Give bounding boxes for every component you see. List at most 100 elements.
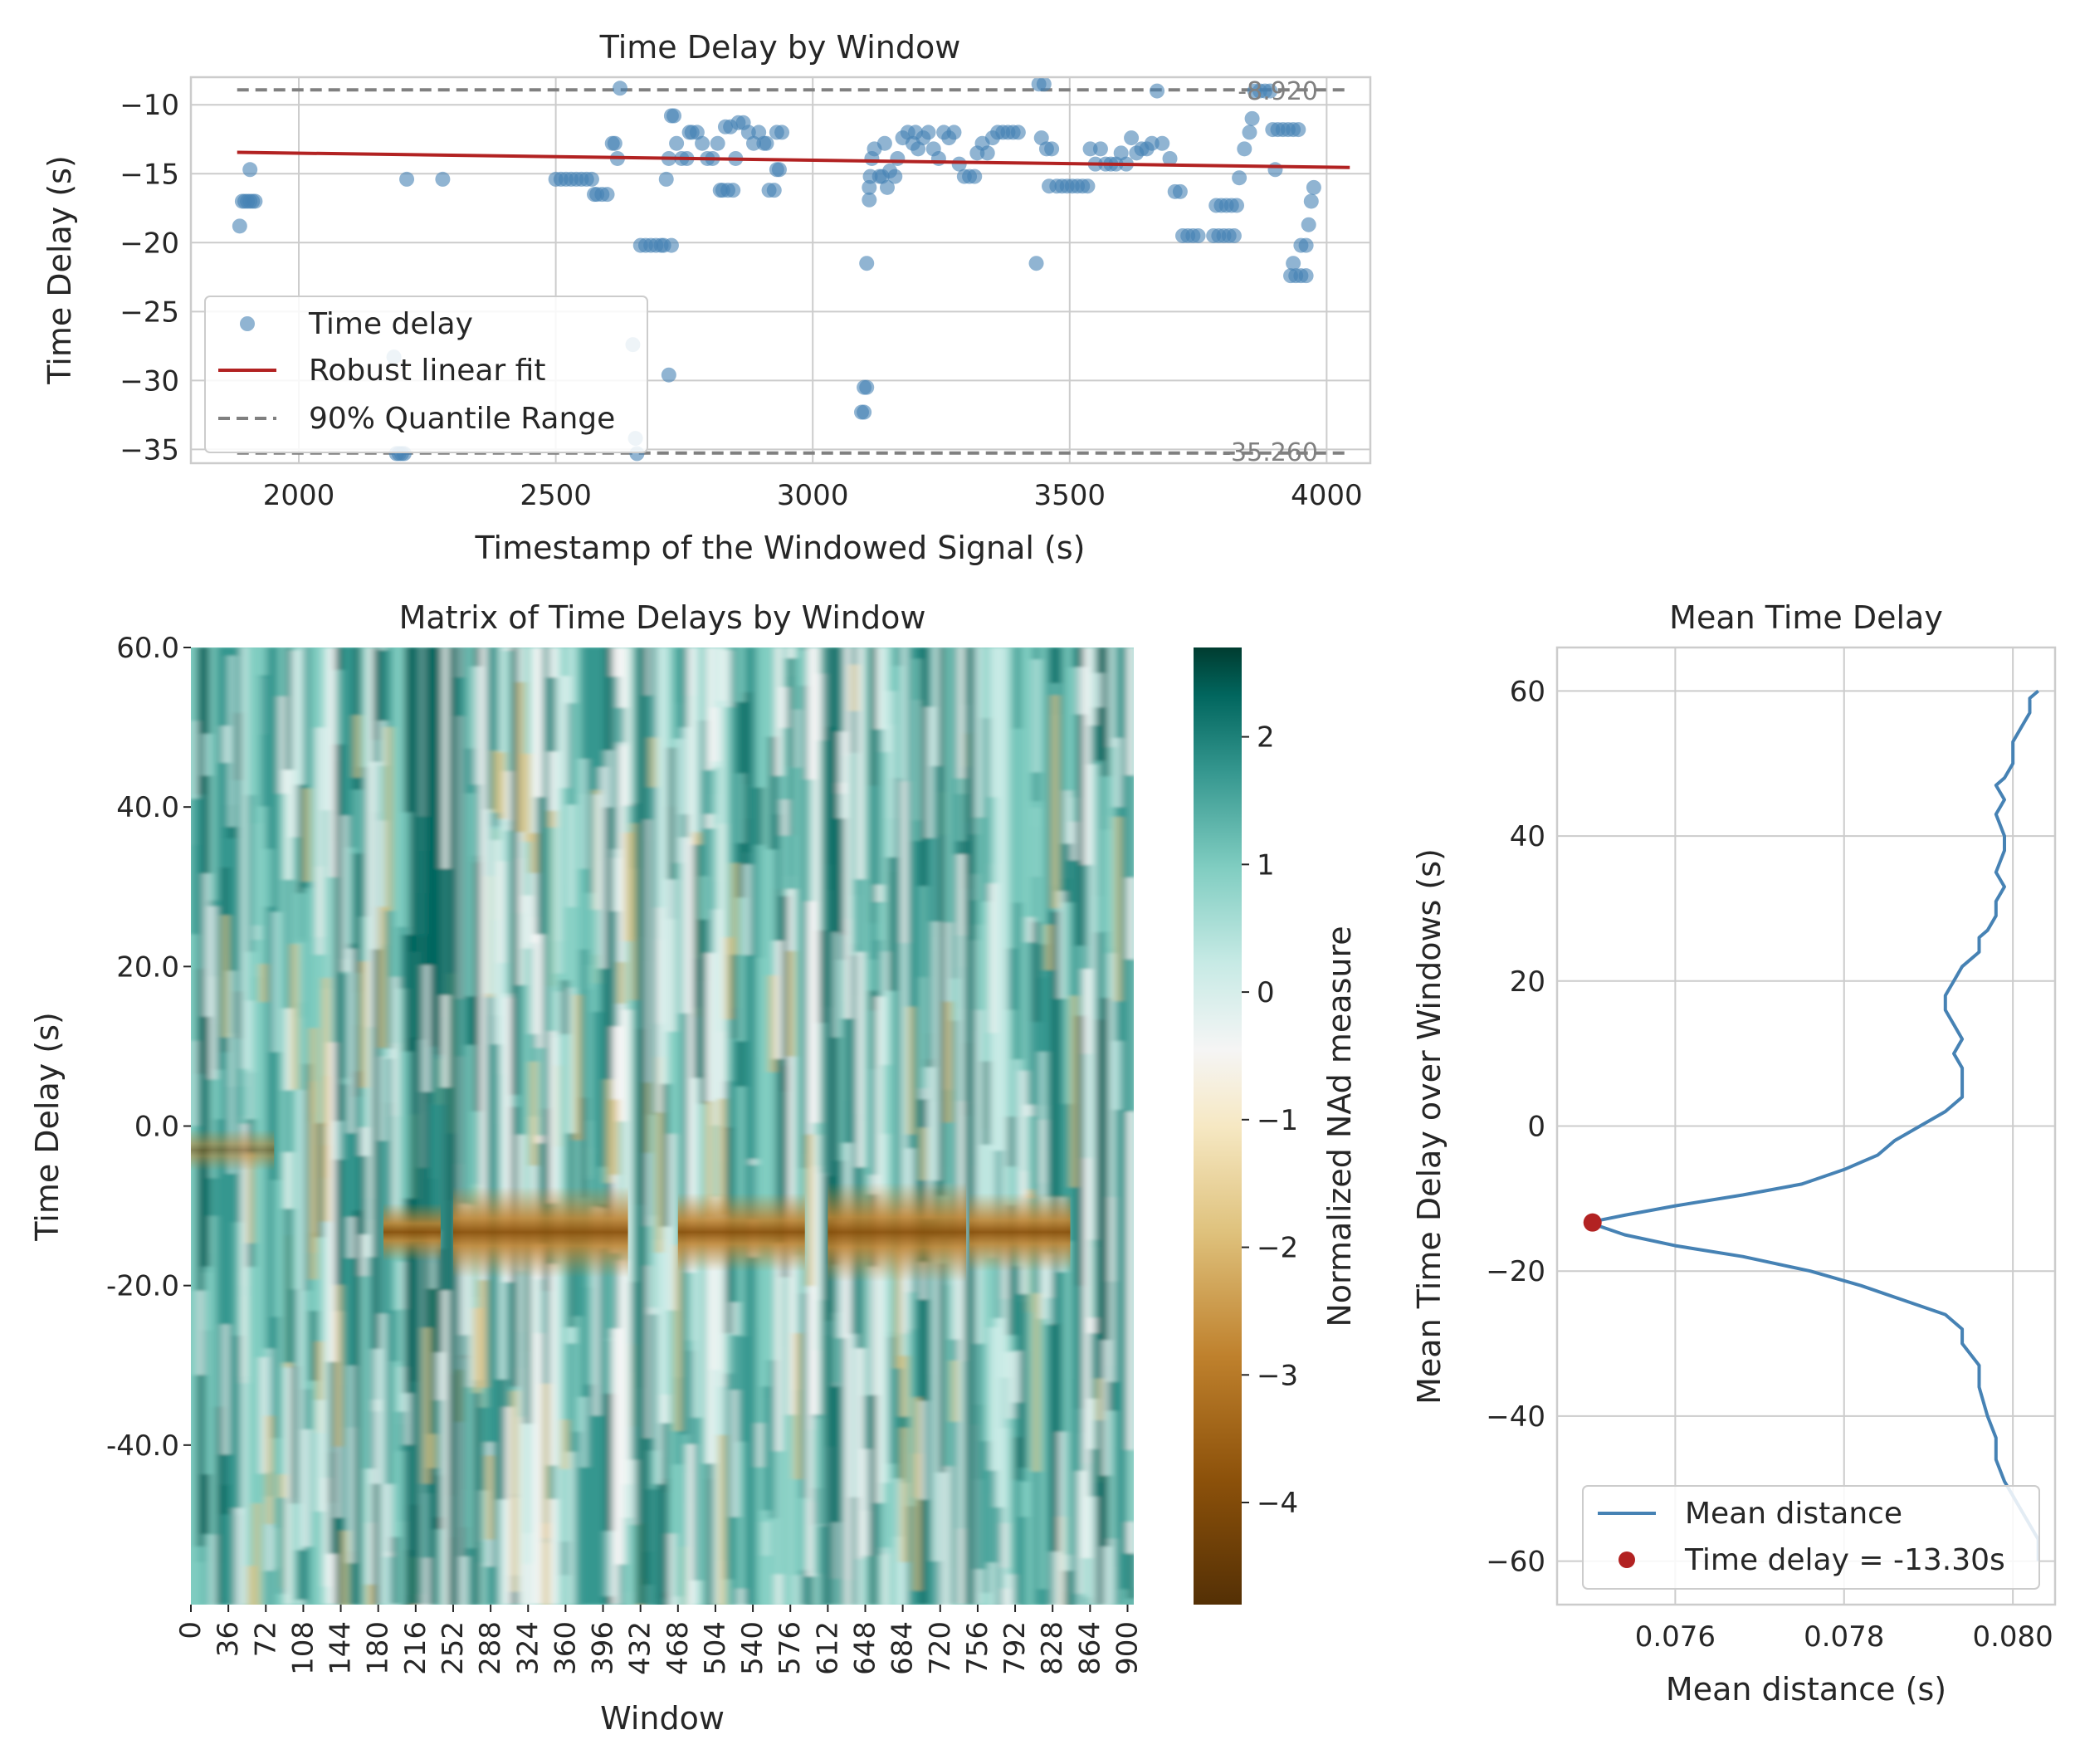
scatter-point xyxy=(710,135,725,151)
colorbar-gradient xyxy=(1194,647,1242,1605)
heatmap-ytick-label: 40.0 xyxy=(116,791,179,824)
heatmap-cell xyxy=(932,1194,940,1375)
heatmap-cell xyxy=(725,937,733,1019)
heatmap-cell xyxy=(222,1324,230,1485)
heatmap-cell xyxy=(882,752,890,952)
heatmap-cell xyxy=(844,1019,852,1143)
heatmap-cell xyxy=(895,1537,902,1605)
heatmap-cell xyxy=(618,1564,626,1605)
heatmap-cell xyxy=(323,810,330,990)
heatmap-cell xyxy=(348,948,355,1134)
heatmap-cell xyxy=(272,1180,281,1317)
heatmap-cell xyxy=(807,1429,814,1502)
heatmap-cell xyxy=(297,1550,305,1600)
heatmap-cell xyxy=(480,1280,487,1447)
mean-ytick-label: 60 xyxy=(1510,675,1545,708)
heatmap-column xyxy=(800,647,808,1605)
heatmap-cell xyxy=(1027,942,1034,1105)
scatter-point xyxy=(859,379,875,395)
heatmap-cell xyxy=(260,964,267,1003)
heatmap-column xyxy=(486,647,494,1605)
scatter-point xyxy=(1092,141,1108,157)
heatmap-cell xyxy=(995,902,1003,1088)
heatmap-cell xyxy=(907,1292,915,1507)
heatmap-cell xyxy=(404,812,413,936)
heatmap-cell xyxy=(744,1322,752,1430)
heatmap-cell xyxy=(1120,1408,1129,1539)
legend-robust-fit: Robust linear fit xyxy=(309,354,545,388)
heatmap-cell xyxy=(612,677,619,858)
heatmap-cell xyxy=(360,961,369,1088)
heatmap-cell xyxy=(838,960,846,1161)
heatmap-cell xyxy=(857,1498,865,1605)
heatmap-column xyxy=(1001,647,1009,1605)
heatmap-cell xyxy=(838,818,846,936)
heatmap-column xyxy=(1033,647,1041,1605)
heatmap-cell xyxy=(511,1390,519,1592)
heatmap-cell xyxy=(913,658,921,841)
heatmap-cell xyxy=(1102,1546,1110,1605)
heatmap-cell xyxy=(392,1537,399,1605)
heatmap-cell xyxy=(1102,1340,1110,1476)
scatter-point xyxy=(876,135,892,151)
heatmap-cell xyxy=(719,1434,726,1605)
heatmap-cell xyxy=(649,1114,657,1308)
mean-xtick-label: 0.078 xyxy=(1804,1620,1884,1654)
heatmap-cell xyxy=(1115,737,1122,808)
heatmap-xtick-label: 252 xyxy=(437,1621,470,1675)
scatter-ytick-label: −35 xyxy=(120,433,179,467)
heatmap-cell xyxy=(1077,946,1085,1016)
mean-marks xyxy=(1583,689,2040,1561)
heatmap-cell xyxy=(1120,950,1129,1107)
heatmap-cell xyxy=(700,720,708,877)
heatmap-cell xyxy=(473,784,481,862)
heatmap-cell xyxy=(945,1466,953,1605)
heatmap-cell xyxy=(285,647,293,770)
heatmap-cell xyxy=(851,752,858,955)
heatmap-column xyxy=(807,647,814,1605)
heatmap-cell xyxy=(932,765,940,922)
heatmap-cell xyxy=(888,1332,896,1464)
heatmap-cell xyxy=(316,727,325,937)
heatmap-cell xyxy=(555,928,563,974)
quantile-lower-label: -35.260 xyxy=(1222,438,1318,467)
heatmap-cell xyxy=(568,906,575,988)
scatter-xlabel: Timestamp of the Windowed Signal (s) xyxy=(474,530,1085,566)
scatter-point xyxy=(1044,141,1060,157)
heatmap-cell xyxy=(995,1507,1003,1605)
heatmap-cell xyxy=(549,827,557,1032)
heatmap-cell xyxy=(1120,809,1129,1000)
colorbar-tick-label: −2 xyxy=(1257,1232,1298,1265)
heatmap-column xyxy=(461,647,469,1605)
scatter-point xyxy=(930,150,946,166)
heatmap-column xyxy=(1115,647,1122,1605)
heatmap-ytick-label: 60.0 xyxy=(116,632,179,665)
heatmap-cell xyxy=(517,858,525,914)
heatmap-cell xyxy=(266,848,274,907)
mean-ytick-label: 0 xyxy=(1527,1111,1545,1144)
heatmap-cell xyxy=(593,794,601,955)
heatmap-column xyxy=(561,647,569,1605)
scatter-point xyxy=(1150,83,1165,99)
mean-distance-line xyxy=(1590,689,2040,1561)
scatter-ytick-label: −30 xyxy=(120,364,179,398)
heatmap-ytick-label: 0.0 xyxy=(134,1111,179,1144)
heatmap-cell xyxy=(260,675,267,807)
heatmap-cell xyxy=(763,775,770,863)
heatmap-cell xyxy=(605,1531,613,1597)
heatmap-cell xyxy=(235,1222,242,1336)
heatmap-cell xyxy=(1115,1041,1122,1110)
heatmap-cell xyxy=(895,666,902,779)
heatmap-cell xyxy=(335,1121,343,1160)
heatmap-cell xyxy=(631,1282,638,1460)
heatmap-cell xyxy=(1001,1298,1009,1481)
heatmap-cell xyxy=(983,1129,990,1239)
scatter-xtick-label: 3000 xyxy=(777,479,849,512)
heatmap-cell xyxy=(373,761,381,950)
heatmap-cell xyxy=(706,1463,714,1605)
heatmap-cell xyxy=(1033,1292,1041,1472)
heatmap-cell xyxy=(323,1145,330,1222)
heatmap-cell xyxy=(675,647,682,739)
heatmap-column xyxy=(1102,647,1110,1605)
heatmap-cell xyxy=(543,1523,550,1605)
